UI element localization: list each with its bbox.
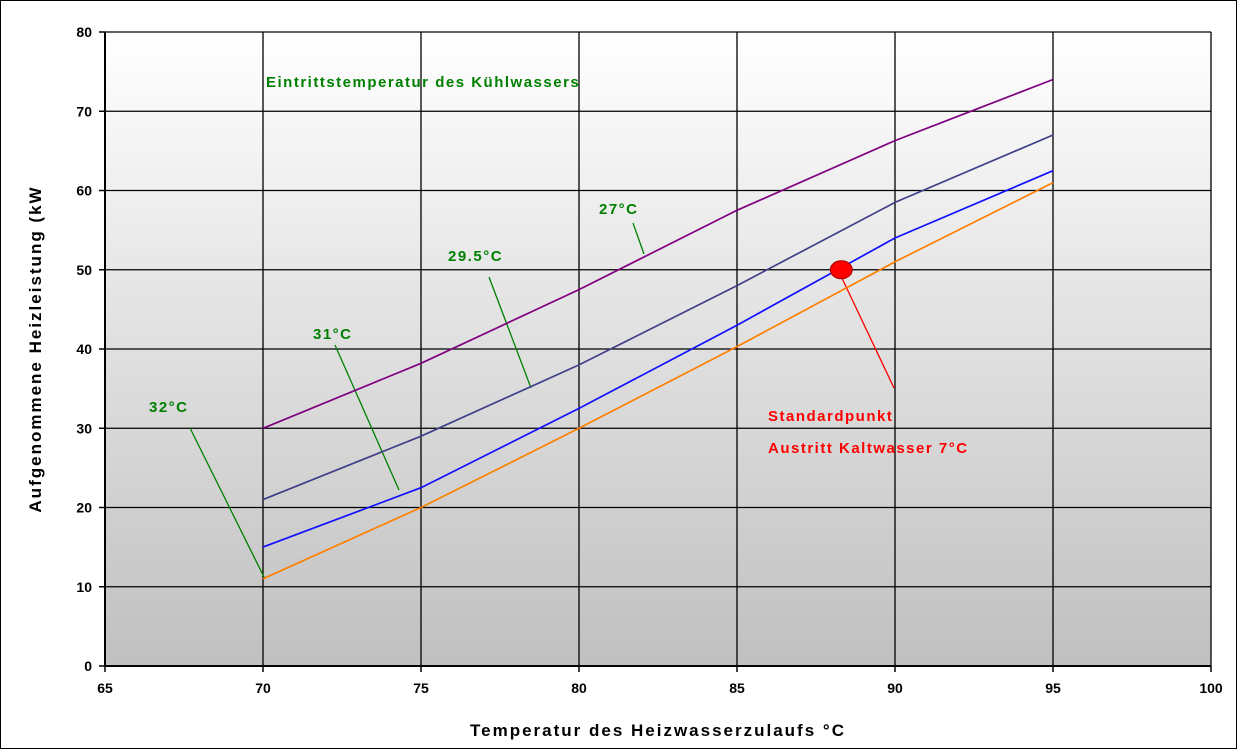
- x-tick-label: 85: [729, 680, 745, 696]
- y-tick-label: 40: [76, 341, 92, 357]
- series-line-4: [262, 181, 1054, 580]
- annotation-29-5c: 29.5°C: [448, 248, 503, 265]
- annotation-standardpunkt: Standardpunkt: [768, 408, 893, 425]
- x-tick-label: 95: [1045, 680, 1061, 696]
- leader-27c: [632, 222, 645, 255]
- y-tick-label: 30: [76, 420, 92, 436]
- standard-point-dot: [829, 260, 853, 280]
- y-tick-label: 50: [76, 262, 92, 278]
- x-tick-label: 100: [1199, 680, 1223, 696]
- standard-point-marker: [829, 260, 853, 280]
- leader-31c: [334, 344, 400, 491]
- y-tick-label: 0: [84, 658, 92, 674]
- series-lines: [262, 78, 1054, 580]
- x-tick-label: 65: [97, 680, 113, 696]
- x-tick-label: 70: [255, 680, 271, 696]
- y-tick-label: 20: [76, 500, 92, 516]
- annotation-27c: 27°C: [599, 201, 639, 218]
- grid: [105, 31, 1212, 666]
- series-line-3: [262, 169, 1054, 548]
- y-tick-label: 70: [76, 103, 92, 119]
- x-tick-label: 90: [887, 680, 903, 696]
- annotation-austritt-kaltwasser: Austritt Kaltwasser 7°C: [768, 440, 969, 457]
- annotation-32c: 32°C: [149, 399, 189, 416]
- x-axis-title: Temperatur des Heizwasserzulaufs °C: [470, 721, 846, 740]
- tick-labels: 0 10 20 30 40 50 60 70 80 65 70 75 80 85 90 95 100: [76, 24, 1222, 696]
- leader-29-5c: [488, 276, 532, 389]
- x-tick-label: 80: [571, 680, 587, 696]
- annotation-31c: 31°C: [313, 326, 353, 343]
- annotation-cooling-water-title: Eintrittstemperatur des Kühlwassers: [266, 74, 580, 91]
- y-tick-label: 10: [76, 579, 92, 595]
- x-tick-label: 75: [413, 680, 429, 696]
- y-axis-title: Aufgenommene Heizleistung (kW: [26, 185, 45, 512]
- y-tick-label: 60: [76, 183, 92, 199]
- leader-lines: [189, 222, 895, 580]
- leader-32c: [189, 427, 266, 580]
- y-tick-label: 80: [76, 24, 92, 40]
- leader-standardpunkt: [840, 275, 895, 389]
- series-line-2: [262, 134, 1054, 501]
- series-line-1: [262, 78, 1054, 430]
